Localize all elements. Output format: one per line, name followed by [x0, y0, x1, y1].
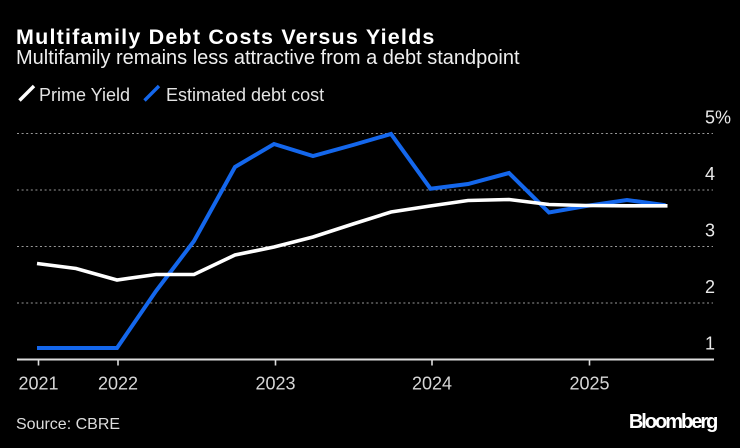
svg-text:3: 3	[705, 221, 715, 241]
svg-text:2021: 2021	[18, 374, 58, 394]
svg-text:2022: 2022	[98, 374, 138, 394]
svg-text:5%: 5%	[705, 108, 731, 128]
svg-text:2025: 2025	[569, 374, 609, 394]
svg-text:2024: 2024	[412, 374, 452, 394]
svg-text:4: 4	[705, 164, 715, 184]
svg-text:2023: 2023	[255, 374, 295, 394]
svg-text:2: 2	[705, 277, 715, 297]
svg-text:1: 1	[705, 334, 715, 354]
